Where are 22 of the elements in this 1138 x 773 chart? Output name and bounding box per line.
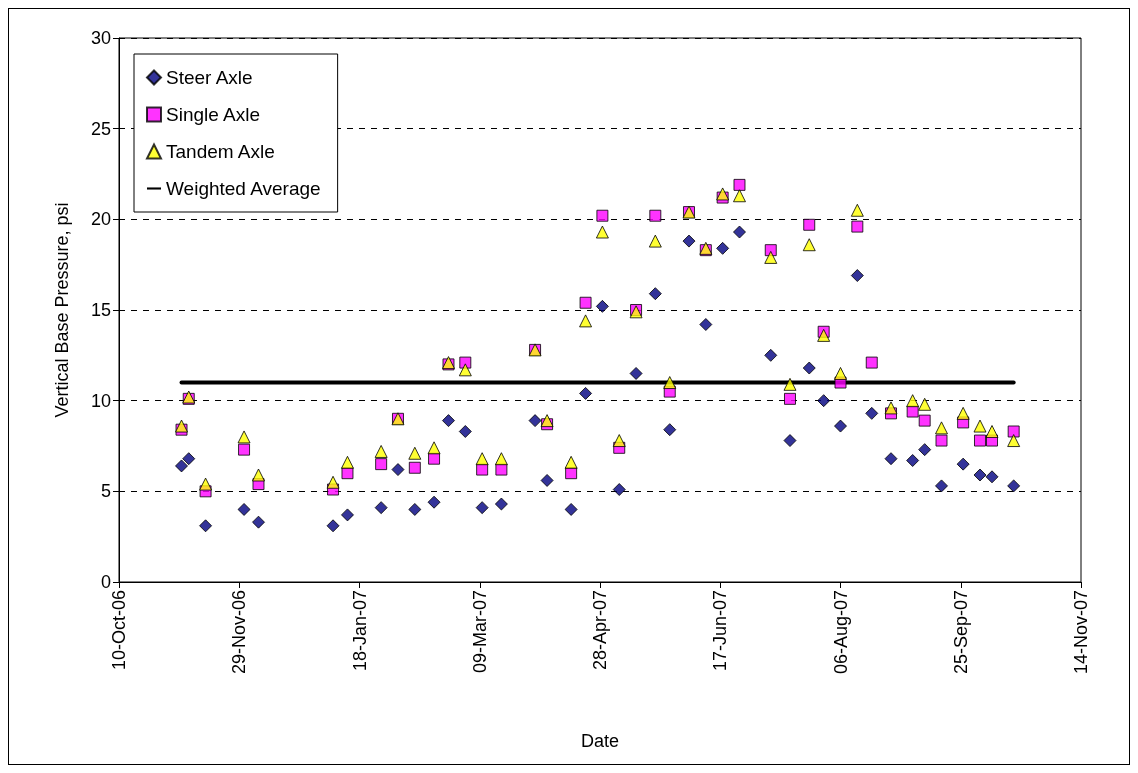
legend-label: Tandem Axle — [166, 141, 275, 162]
x-tick-label: 10-Oct-06 — [109, 590, 129, 671]
y-axis-title: Vertical Base Pressure, psi — [52, 202, 72, 418]
x-tick-label: 09-Mar-07 — [469, 590, 490, 674]
x-tick-label: 25-Sep-07 — [950, 590, 971, 675]
x-tick-label: 14-Nov-07 — [1071, 590, 1091, 675]
y-tick-label: 5 — [100, 481, 111, 502]
x-tick-label: 18-Jan-07 — [349, 590, 370, 672]
y-tick-label: 25 — [90, 118, 111, 139]
legend-label: Single Axle — [166, 104, 261, 125]
y-tick-label: 10 — [90, 390, 111, 411]
x-tick-label: 17-Jun-07 — [710, 590, 731, 672]
y-tick-label: 20 — [90, 209, 111, 230]
y-tick-label: 30 — [90, 28, 111, 48]
x-tick-label: 28-Apr-07 — [590, 590, 610, 671]
x-tick-label: 29-Nov-06 — [229, 590, 250, 675]
x-axis-title: Date — [580, 731, 620, 751]
legend-label: Weighted Average — [166, 178, 321, 199]
x-tick-label: 06-Aug-07 — [830, 590, 851, 675]
y-tick-label: 0 — [100, 572, 111, 592]
legend-label: Steer Axle — [166, 67, 253, 88]
y-tick-label: 15 — [90, 300, 111, 320]
